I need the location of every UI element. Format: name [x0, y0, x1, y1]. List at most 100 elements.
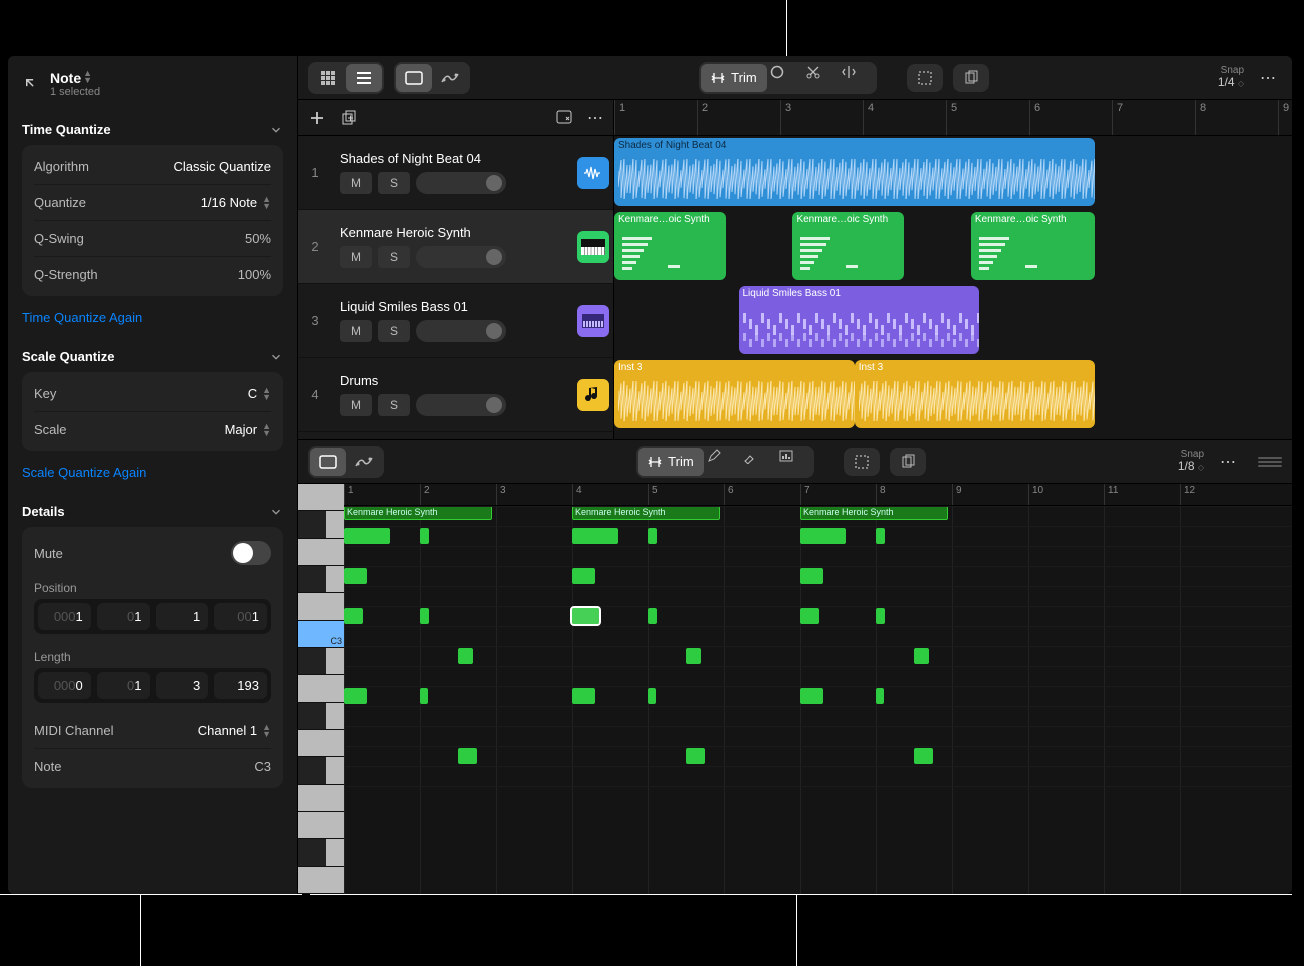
region[interactable]: Liquid Smiles Bass 01 [739, 286, 980, 354]
loop-tool-button[interactable] [769, 64, 803, 92]
scale-row[interactable]: Scale Major▲▼ [34, 411, 271, 447]
midi-note[interactable] [572, 528, 618, 544]
snap-control[interactable]: Snap 1/4 ◇ [1218, 65, 1244, 89]
scale-quantize-again-button[interactable]: Scale Quantize Again [22, 455, 283, 490]
midi-note[interactable] [914, 648, 929, 664]
midi-note[interactable] [800, 568, 823, 584]
midi-note[interactable] [686, 748, 705, 764]
length-field[interactable]: 0000 01 3 193 [34, 668, 271, 703]
editor-copy-button[interactable] [890, 448, 926, 476]
midi-note[interactable] [458, 648, 473, 664]
midi-note[interactable] [914, 748, 933, 764]
velocity-tool-button[interactable] [778, 448, 812, 476]
trim-tool-button[interactable]: Trim [701, 64, 767, 92]
midi-note[interactable] [420, 608, 429, 624]
midi-note[interactable] [876, 608, 885, 624]
region[interactable]: Inst 3 [614, 360, 855, 428]
volume-slider[interactable] [416, 246, 506, 268]
midi-note[interactable] [420, 528, 429, 544]
add-track-button[interactable] [308, 109, 326, 127]
midi-note[interactable] [572, 688, 595, 704]
midi-note[interactable] [800, 608, 819, 624]
note-row[interactable]: Note C3 [34, 748, 271, 784]
mute-button[interactable]: M [340, 394, 372, 416]
resize-handle[interactable] [1258, 457, 1282, 467]
track-row[interactable]: 2 Kenmare Heroic Synth M S [298, 210, 613, 284]
midi-note[interactable] [572, 568, 595, 584]
quantize-row[interactable]: Quantize 1/16 Note▲▼ [34, 184, 271, 220]
time-quantize-header[interactable]: Time Quantize [22, 114, 283, 145]
arrangement-timeline[interactable]: 123456789 Shades of Night Beat 04Kenmare… [614, 100, 1292, 439]
qstrength-row[interactable]: Q-Strength 100% [34, 256, 271, 292]
midi-note[interactable] [800, 528, 846, 544]
mute-button[interactable]: M [340, 172, 372, 194]
volume-slider[interactable] [416, 320, 506, 342]
midi-note[interactable] [686, 648, 701, 664]
mute-button[interactable]: M [340, 320, 372, 342]
midi-note[interactable] [800, 688, 823, 704]
region[interactable]: Inst 3 [855, 360, 1096, 428]
time-quantize-again-button[interactable]: Time Quantize Again [22, 300, 283, 335]
solo-button[interactable]: S [378, 320, 410, 342]
editor-region-view-button[interactable] [310, 448, 346, 476]
editor-automation-view-button[interactable] [346, 448, 382, 476]
midi-note[interactable] [572, 608, 599, 624]
marquee-button[interactable] [907, 64, 943, 92]
midi-note[interactable] [648, 688, 656, 704]
brush-tool-button[interactable] [742, 448, 776, 476]
piano-roll-region-label[interactable]: Kenmare Heroic Synth [572, 506, 720, 520]
midi-note[interactable] [344, 608, 363, 624]
midi-note[interactable] [344, 568, 367, 584]
solo-button[interactable]: S [378, 246, 410, 268]
editor-more-button[interactable]: ⋯ [1214, 448, 1242, 476]
grid-view-button[interactable] [310, 64, 346, 92]
track-type-icon[interactable] [577, 379, 609, 411]
inspector-header[interactable]: Note▲▼ 1 selected [22, 64, 283, 108]
track-type-icon[interactable] [577, 305, 609, 337]
key-row[interactable]: Key C▲▼ [34, 376, 271, 411]
region[interactable]: Shades of Night Beat 04 [614, 138, 1095, 206]
mixer-button[interactable] [555, 108, 573, 128]
piano-roll[interactable]: 123456789101112 Kenmare Heroic Synth Kenm… [344, 484, 1292, 894]
volume-slider[interactable] [416, 172, 506, 194]
midi-note[interactable] [648, 528, 657, 544]
mute-row[interactable]: Mute [34, 531, 271, 575]
track-type-icon[interactable] [577, 231, 609, 263]
scale-quantize-header[interactable]: Scale Quantize [22, 341, 283, 372]
track-row[interactable]: 3 Liquid Smiles Bass 01 M S [298, 284, 613, 358]
track-row[interactable]: 4 Drums M S [298, 358, 613, 432]
mute-toggle[interactable] [231, 541, 271, 565]
details-header[interactable]: Details [22, 496, 283, 527]
editor-trim-button[interactable]: Trim [638, 448, 704, 476]
midi-note[interactable] [344, 688, 367, 704]
piano-keyboard[interactable]: C3 [298, 484, 344, 894]
list-view-button[interactable] [346, 64, 382, 92]
volume-slider[interactable] [416, 394, 506, 416]
track-more-button[interactable]: ⋯ [587, 108, 603, 128]
region[interactable]: Kenmare…oic Synth [614, 212, 726, 280]
scissors-tool-button[interactable] [805, 64, 839, 92]
position-field[interactable]: 0001 01 1 001 [34, 599, 271, 634]
piano-roll-region-label[interactable]: Kenmare Heroic Synth [800, 506, 948, 520]
pencil-tool-button[interactable] [706, 448, 740, 476]
piano-roll-region-label[interactable]: Kenmare Heroic Synth [344, 506, 492, 520]
split-tool-button[interactable] [841, 64, 875, 92]
pianoroll-ruler[interactable]: 123456789101112 [344, 484, 1292, 506]
algorithm-row[interactable]: Algorithm Classic Quantize [34, 149, 271, 184]
solo-button[interactable]: S [378, 172, 410, 194]
track-type-icon[interactable] [577, 157, 609, 189]
automation-view-button[interactable] [432, 64, 468, 92]
more-button[interactable]: ⋯ [1254, 64, 1282, 92]
midi-note[interactable] [344, 528, 390, 544]
solo-button[interactable]: S [378, 394, 410, 416]
midi-note[interactable] [876, 688, 884, 704]
mute-button[interactable]: M [340, 246, 372, 268]
region-view-button[interactable] [396, 64, 432, 92]
region[interactable]: Kenmare…oic Synth [971, 212, 1096, 280]
qswing-row[interactable]: Q-Swing 50% [34, 220, 271, 256]
arrange-ruler[interactable]: 123456789 [614, 100, 1292, 136]
editor-marquee-button[interactable] [844, 448, 880, 476]
editor-snap-control[interactable]: Snap 1/8 ◇ [1178, 449, 1204, 473]
midi-note[interactable] [876, 528, 885, 544]
track-row[interactable]: 1 Shades of Night Beat 04 M S [298, 136, 613, 210]
